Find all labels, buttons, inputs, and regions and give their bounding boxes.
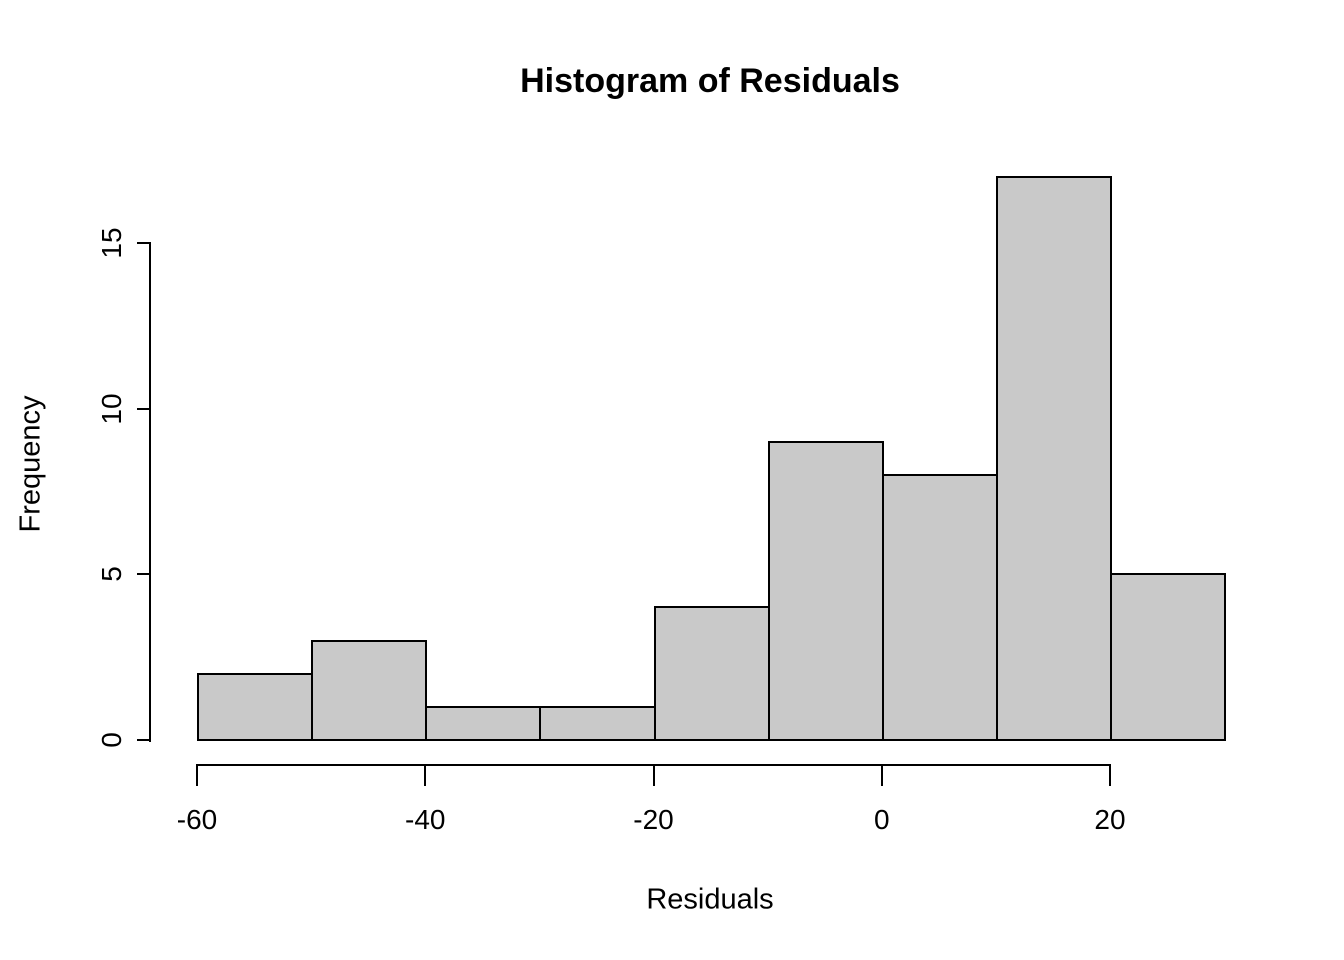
- y-axis-tick: [137, 573, 149, 576]
- x-axis-tick: [424, 764, 427, 786]
- x-axis-tick: [196, 764, 198, 786]
- x-axis-tick: [880, 764, 883, 786]
- y-tick-label: 10: [96, 393, 127, 425]
- x-tick-label: 20: [1094, 804, 1126, 835]
- histogram-bar: [311, 639, 428, 741]
- x-tick-label: -40: [405, 804, 446, 835]
- histogram-bar: [995, 175, 1112, 741]
- x-tick-label: -20: [633, 804, 674, 835]
- histogram-bar: [197, 672, 314, 741]
- y-axis-label: Frequency: [14, 395, 47, 533]
- y-axis-tick: [137, 739, 149, 741]
- histogram-bar: [425, 705, 542, 741]
- y-axis-tick: [137, 407, 149, 410]
- y-tick-label: 0: [96, 732, 127, 748]
- histogram-bar: [767, 440, 884, 741]
- histogram-bar: [1110, 573, 1227, 741]
- y-axis-line: [149, 242, 151, 742]
- x-axis-tick: [1109, 764, 1111, 786]
- x-tick-label: -60: [176, 804, 218, 835]
- y-axis-tick: [137, 242, 149, 244]
- chart-title: Histogram of Residuals: [520, 62, 900, 100]
- histogram-bar: [653, 606, 770, 741]
- y-tick-label: 5: [96, 566, 127, 583]
- histogram-bar: [539, 705, 656, 741]
- x-tick-label: 0: [873, 804, 890, 835]
- histogram-bar: [881, 473, 998, 741]
- x-axis-tick: [652, 764, 655, 786]
- x-axis-label: Residuals: [646, 883, 774, 916]
- y-tick-label: 15: [96, 227, 127, 259]
